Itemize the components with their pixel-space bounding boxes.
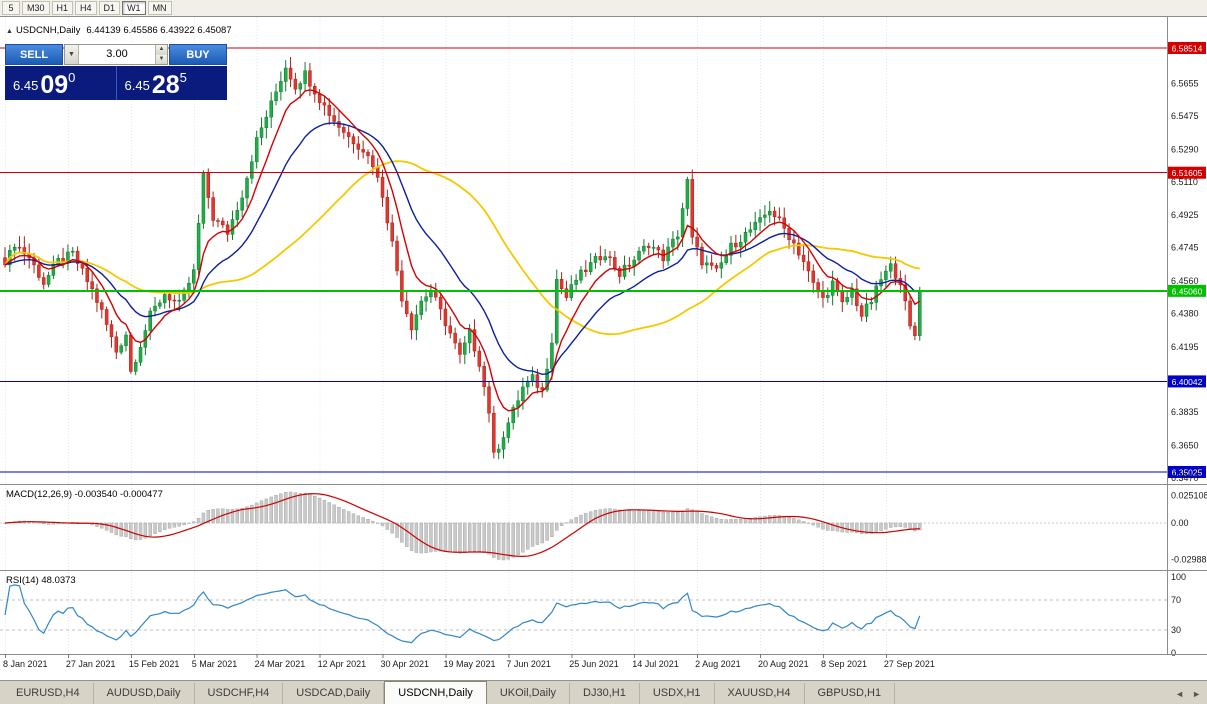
svg-text:6.40042: 6.40042: [1172, 377, 1203, 387]
svg-text:6.4380: 6.4380: [1171, 309, 1199, 319]
chart-ohlc-values: 6.44139 6.45586 6.43922 6.45087: [86, 25, 232, 36]
tabs-scroll-right-icon[interactable]: ►: [1192, 689, 1201, 699]
svg-text:6.5475: 6.5475: [1171, 111, 1199, 121]
chart-tab-gbpusd-h1[interactable]: GBPUSD,H1: [805, 683, 896, 704]
svg-text:27 Sep 2021: 27 Sep 2021: [884, 659, 935, 669]
macd-indicator-label: MACD(12,26,9) -0.003540 -0.000477: [6, 489, 163, 500]
chart-tab-usdcnh-daily[interactable]: USDCNH,Daily: [384, 681, 487, 704]
chart-tab-ukoil-daily[interactable]: UKOil,Daily: [487, 683, 571, 704]
timeframe-button-h4[interactable]: H4: [75, 1, 97, 15]
svg-text:0: 0: [1171, 648, 1176, 658]
svg-text:6.3835: 6.3835: [1171, 407, 1199, 417]
chart-tab-eurusd-h4[interactable]: EURUSD,H4: [3, 683, 94, 704]
chart-tab-xauusd-h4[interactable]: XAUUSD,H4: [715, 683, 805, 704]
buy-price-display[interactable]: 6.45 28 5: [117, 66, 228, 100]
chart-tabs: EURUSD,H4 AUDUSD,Daily USDCHF,H4 USDCAD,Dai…: [3, 681, 896, 704]
timeframe-button-h1[interactable]: H1: [51, 1, 74, 15]
rsi-indicator-label: RSI(14) 48.0373: [6, 575, 76, 586]
svg-text:27 Jan 2021: 27 Jan 2021: [66, 659, 116, 669]
svg-text:12 Apr 2021: 12 Apr 2021: [318, 659, 367, 669]
volume-control: ▼ 3.00 ▲ ▼: [64, 44, 168, 65]
chart-symbol-label: USDCNH,Daily: [15, 25, 81, 36]
svg-text:7 Jun 2021: 7 Jun 2021: [506, 659, 551, 669]
svg-text:6.4745: 6.4745: [1171, 243, 1199, 253]
trade-panel-prices: 6.45 09 0 6.45 28 5: [5, 66, 227, 100]
svg-text:19 May 2021: 19 May 2021: [443, 659, 495, 669]
sell-price-main: 6.45: [13, 78, 39, 93]
buy-price-big: 28: [151, 71, 180, 99]
timeframe-button-w1[interactable]: W1: [122, 1, 146, 15]
svg-text:6.3650: 6.3650: [1171, 440, 1199, 450]
chart-tabs-bar: EURUSD,H4 AUDUSD,Daily USDCHF,H4 USDCAD,Dai…: [0, 680, 1207, 704]
svg-text:6.4195: 6.4195: [1171, 342, 1199, 352]
svg-text:14 Jul 2021: 14 Jul 2021: [632, 659, 679, 669]
chart-tab-usdx-h1[interactable]: USDX,H1: [640, 683, 715, 704]
volume-increase-button[interactable]: ▲: [156, 45, 167, 55]
svg-text:6.4560: 6.4560: [1171, 276, 1199, 286]
svg-text:30: 30: [1171, 625, 1181, 635]
price-chart-canvas[interactable]: 6.58514 6.51605 6.45060 6.40042 6.35025 6.565…: [0, 17, 1207, 674]
svg-text:100: 100: [1171, 572, 1186, 582]
svg-text:0.025108: 0.025108: [1171, 490, 1207, 500]
svg-text:5 Mar 2021: 5 Mar 2021: [192, 659, 238, 669]
sell-price-big: 09: [40, 71, 69, 99]
svg-text:6.35025: 6.35025: [1172, 467, 1203, 477]
chart-tab-usdcad-daily[interactable]: USDCAD,Daily: [283, 683, 385, 704]
svg-text:6.58514: 6.58514: [1172, 44, 1203, 54]
one-click-trading-panel: SELL ▼ 3.00 ▲ ▼ BUY 6.45 09 0 6.45 28 5: [5, 44, 227, 100]
timeframe-button-m30[interactable]: M30: [22, 1, 50, 15]
collapse-arrow-icon[interactable]: ▲: [6, 28, 13, 35]
sell-price-pip: 0: [68, 70, 76, 85]
svg-text:6.51605: 6.51605: [1172, 168, 1203, 178]
tabs-scroll-left-icon[interactable]: ◄: [1175, 689, 1185, 699]
svg-text:15 Feb 2021: 15 Feb 2021: [129, 659, 180, 669]
svg-text:8 Jan 2021: 8 Jan 2021: [3, 659, 48, 669]
sell-price-display[interactable]: 6.45 09 0: [5, 66, 116, 100]
volume-decrease-button[interactable]: ▼: [156, 54, 167, 64]
volume-spinner: ▲ ▼: [155, 45, 167, 64]
svg-text:8 Sep 2021: 8 Sep 2021: [821, 659, 867, 669]
chart-tab-usdchf-h4[interactable]: USDCHF,H4: [195, 683, 284, 704]
svg-text:6.5655: 6.5655: [1171, 78, 1199, 88]
sell-button[interactable]: SELL: [5, 44, 63, 65]
svg-text:20 Aug 2021: 20 Aug 2021: [758, 659, 809, 669]
svg-text:6.5290: 6.5290: [1171, 144, 1199, 154]
volume-dropdown-icon[interactable]: ▼: [65, 45, 79, 64]
chart-tab-audusd-daily[interactable]: AUDUSD,Daily: [94, 683, 195, 704]
svg-text:6.3470: 6.3470: [1171, 473, 1199, 483]
chart-tab-dj30-h1[interactable]: DJ30,H1: [570, 683, 640, 704]
timeframe-toolbar: 5 M30 H1 H4 D1 W1 MN: [0, 0, 1207, 17]
timeframe-button-d1[interactable]: D1: [98, 1, 121, 15]
svg-text:0.00: 0.00: [1171, 518, 1189, 528]
timeframe-button-5[interactable]: 5: [2, 1, 20, 15]
buy-button[interactable]: BUY: [169, 44, 227, 65]
svg-text:2 Aug 2021: 2 Aug 2021: [695, 659, 741, 669]
svg-text:6.5110: 6.5110: [1171, 177, 1198, 187]
svg-text:6.4925: 6.4925: [1171, 210, 1199, 220]
tab-scroll-controls: ◄ ►: [1175, 689, 1201, 699]
chart-title: ▲ USDCNH,Daily 6.44139 6.45586 6.43922 6.4…: [6, 25, 232, 36]
timeframe-button-mn[interactable]: MN: [147, 1, 172, 15]
svg-text:6.45060: 6.45060: [1172, 286, 1203, 296]
svg-text:25 Jun 2021: 25 Jun 2021: [569, 659, 619, 669]
buy-price-main: 6.45: [124, 78, 150, 93]
buy-price-pip: 5: [179, 70, 187, 85]
volume-input[interactable]: 3.00: [106, 48, 128, 60]
svg-text:70: 70: [1171, 595, 1181, 605]
svg-text:24 Mar 2021: 24 Mar 2021: [255, 659, 306, 669]
svg-text:-0.02988: -0.02988: [1171, 554, 1207, 564]
trade-panel-controls: SELL ▼ 3.00 ▲ ▼ BUY: [5, 44, 227, 65]
price-divider: [115, 66, 117, 100]
svg-text:30 Apr 2021: 30 Apr 2021: [381, 659, 430, 669]
